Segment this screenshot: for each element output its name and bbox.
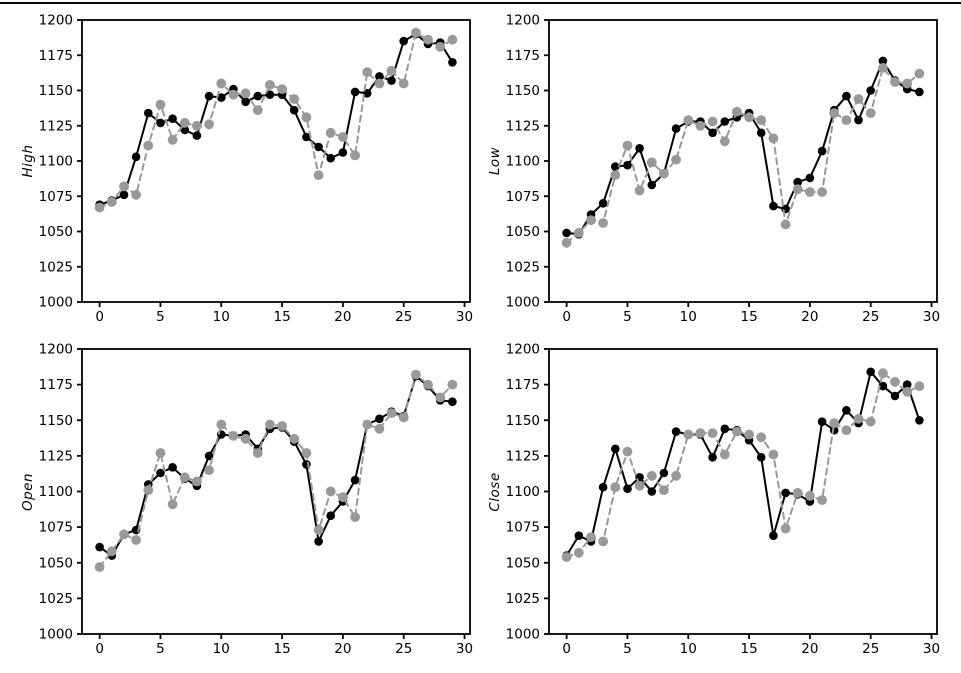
svg-text:1025: 1025 [506,259,540,275]
close-ylabel: Close [487,471,503,512]
svg-text:1050: 1050 [506,555,540,571]
svg-text:15: 15 [273,641,290,657]
svg-text:1100: 1100 [506,154,540,170]
svg-text:1100: 1100 [39,484,73,500]
svg-text:0: 0 [95,309,104,325]
svg-text:10: 10 [213,641,230,657]
open-ylabel: Open [20,472,36,511]
svg-text:1175: 1175 [506,48,540,64]
chart-high: 1000 1025 1050 1075 1100 1125 1150 1175 1200 0 5 10… [0,0,481,336]
svg-text:1000: 1000 [39,295,73,311]
svg-text:0: 0 [95,641,104,657]
low-ylabel: Low [487,146,503,176]
svg-text:30: 30 [456,309,473,325]
svg-text:10: 10 [680,641,697,657]
svg-text:25: 25 [395,309,412,325]
svg-text:1000: 1000 [506,295,540,311]
top-border-line [0,2,961,4]
svg-text:1200: 1200 [506,13,540,29]
svg-text:10: 10 [680,309,697,325]
svg-text:10: 10 [213,309,230,325]
svg-text:1150: 1150 [506,83,540,99]
svg-text:1200: 1200 [506,342,540,358]
svg-text:15: 15 [273,309,290,325]
svg-text:1050: 1050 [506,224,540,240]
svg-text:20: 20 [801,309,818,325]
chart-open: 1000 1025 1050 1075 1100 1125 1150 1175 1200 0 5 10… [0,336,481,673]
svg-text:1200: 1200 [39,342,73,358]
svg-text:1075: 1075 [506,520,540,536]
svg-text:15: 15 [740,641,757,657]
svg-text:1050: 1050 [39,224,73,240]
high-ylabel: High [20,144,36,178]
svg-text:1150: 1150 [39,413,73,429]
svg-text:5: 5 [623,309,632,325]
svg-text:1175: 1175 [39,48,73,64]
svg-text:1075: 1075 [506,189,540,205]
chart-close: 1000 1025 1050 1075 1100 1125 1150 1175 1200 0 5 10… [481,336,961,673]
svg-text:20: 20 [801,641,818,657]
svg-text:30: 30 [923,309,940,325]
svg-text:1125: 1125 [506,448,540,464]
svg-text:0: 0 [562,641,571,657]
svg-text:30: 30 [456,641,473,657]
svg-text:30: 30 [923,641,940,657]
svg-text:1025: 1025 [39,591,73,607]
svg-text:1000: 1000 [506,627,540,643]
svg-text:1025: 1025 [506,591,540,607]
svg-text:0: 0 [562,309,571,325]
svg-text:1150: 1150 [39,83,73,99]
svg-text:1050: 1050 [39,555,73,571]
svg-text:1125: 1125 [506,118,540,134]
svg-text:20: 20 [334,641,351,657]
svg-text:5: 5 [156,309,165,325]
svg-text:25: 25 [395,641,412,657]
chart-low: 1000 1025 1050 1075 1100 1125 1150 1175 1200 0 5 10… [481,0,961,336]
svg-text:1150: 1150 [506,413,540,429]
svg-text:1175: 1175 [39,377,73,393]
svg-text:1125: 1125 [39,118,73,134]
svg-text:25: 25 [862,641,879,657]
svg-text:20: 20 [334,309,351,325]
svg-text:1100: 1100 [506,484,540,500]
svg-text:1025: 1025 [39,259,73,275]
svg-text:1200: 1200 [39,13,73,29]
svg-text:1000: 1000 [39,627,73,643]
svg-text:15: 15 [740,309,757,325]
svg-text:5: 5 [623,641,632,657]
svg-text:25: 25 [862,309,879,325]
svg-text:1175: 1175 [506,377,540,393]
svg-text:1075: 1075 [39,520,73,536]
svg-text:5: 5 [156,641,165,657]
svg-text:1125: 1125 [39,448,73,464]
svg-text:1075: 1075 [39,189,73,205]
svg-text:1100: 1100 [39,154,73,170]
